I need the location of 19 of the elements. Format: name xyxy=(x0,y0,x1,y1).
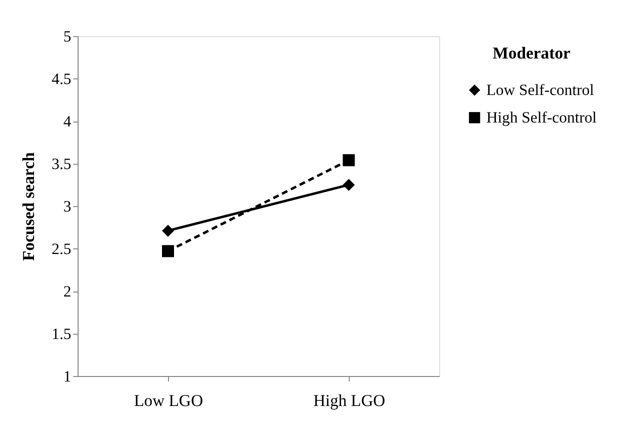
point xyxy=(342,178,355,191)
y-tick-label: 1.5 xyxy=(52,326,72,343)
point xyxy=(162,245,174,258)
y-tick-label: 3 xyxy=(63,198,72,216)
y-tick-label: 1 xyxy=(63,368,72,386)
y-tick-label: 2.5 xyxy=(52,240,72,258)
point xyxy=(342,154,355,166)
x-tick-label: High LGO xyxy=(313,391,386,410)
x-tick-label: Low LGO xyxy=(134,391,204,410)
point xyxy=(162,224,174,237)
y-tick-label: 3.5 xyxy=(52,156,72,173)
legend-label: High Self-control xyxy=(486,110,598,127)
y-axis-title: Focused search xyxy=(18,152,38,261)
y-tick-label: 2 xyxy=(63,283,72,300)
y-tick-label: 5 xyxy=(63,28,72,46)
legend-title: Moderator xyxy=(492,44,572,63)
y-tick-label: 4 xyxy=(63,114,72,131)
legend-label: Low Self-control xyxy=(486,82,595,100)
y-tick-label: 4.5 xyxy=(52,71,72,88)
